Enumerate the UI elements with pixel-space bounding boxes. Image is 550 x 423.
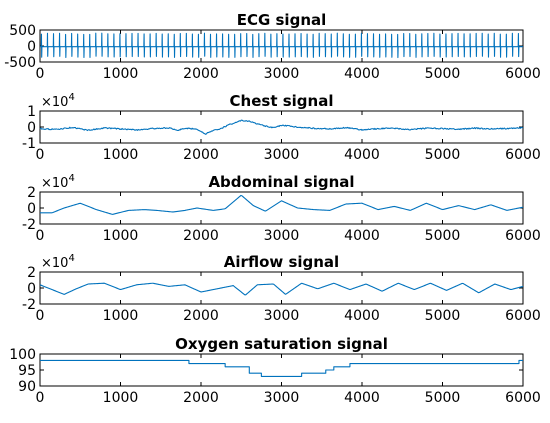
x-tick-label: 6000 xyxy=(505,66,541,82)
subplot-title: ECG signal xyxy=(237,11,327,29)
y-tick-label: 90 xyxy=(18,379,36,395)
y-tick-label: -2 xyxy=(22,217,36,233)
x-tick-label: 2000 xyxy=(183,147,219,163)
x-tick-label: 0 xyxy=(36,228,45,244)
y-tick-label: 2 xyxy=(27,265,36,281)
axis-exponent-label: ×104 xyxy=(41,173,75,191)
x-tick-label: 4000 xyxy=(344,66,380,82)
subplot-title: Chest signal xyxy=(230,92,334,110)
signal-series-line xyxy=(40,359,523,377)
axes-frame xyxy=(39,110,524,144)
signal-series-line xyxy=(40,32,523,59)
signal-series-line xyxy=(40,194,524,215)
x-tick-label: 1000 xyxy=(103,308,139,324)
x-tick-label: 0 xyxy=(36,308,45,324)
signal-series-line xyxy=(39,119,524,135)
x-tick-label: 6000 xyxy=(505,390,541,406)
y-tick-label: 0 xyxy=(27,120,36,136)
x-tick-label: 4000 xyxy=(344,147,380,163)
axes-frame xyxy=(39,353,524,387)
axes-frame xyxy=(39,29,524,63)
y-tick-label: 1 xyxy=(27,104,36,120)
x-tick-label: 3000 xyxy=(264,228,300,244)
x-tick-label: 5000 xyxy=(425,147,461,163)
axis-exponent-label: ×104 xyxy=(41,92,75,110)
x-tick-label: 0 xyxy=(36,390,45,406)
x-tick-label: 5000 xyxy=(425,390,461,406)
x-tick-label: 2000 xyxy=(183,390,219,406)
axis-exponent-label: ×104 xyxy=(41,253,75,271)
y-tick-label: 0 xyxy=(27,39,36,55)
x-tick-label: 2000 xyxy=(183,308,219,324)
x-tick-label: 4000 xyxy=(344,228,380,244)
signal-series-line xyxy=(39,282,524,296)
y-tick-label: -2 xyxy=(22,297,36,313)
x-tick-label: 2000 xyxy=(183,228,219,244)
x-tick-label: 1000 xyxy=(103,228,139,244)
x-tick-label: 2000 xyxy=(183,66,219,82)
y-tick-label: -1 xyxy=(22,136,36,152)
x-tick-label: 3000 xyxy=(264,66,300,82)
x-tick-label: 1000 xyxy=(103,147,139,163)
x-tick-label: 4000 xyxy=(344,308,380,324)
y-tick-label: 95 xyxy=(18,363,36,379)
x-tick-label: 4000 xyxy=(344,390,380,406)
subplot-title: Airflow signal xyxy=(224,253,339,271)
y-tick-label: -500 xyxy=(4,55,36,71)
x-tick-label: 3000 xyxy=(264,390,300,406)
x-tick-label: 0 xyxy=(36,66,45,82)
x-tick-label: 3000 xyxy=(264,147,300,163)
x-tick-label: 3000 xyxy=(264,308,300,324)
y-tick-label: 0 xyxy=(27,281,36,297)
x-tick-label: 6000 xyxy=(505,147,541,163)
x-tick-label: 6000 xyxy=(505,228,541,244)
y-tick-label: 2 xyxy=(27,185,36,201)
y-tick-label: 500 xyxy=(9,23,36,39)
x-tick-label: 5000 xyxy=(425,66,461,82)
y-tick-label: 0 xyxy=(27,201,36,217)
y-tick-label: 100 xyxy=(9,347,36,363)
subplot-title: Abdominal signal xyxy=(208,173,354,191)
x-tick-label: 1000 xyxy=(103,390,139,406)
x-tick-label: 5000 xyxy=(425,308,461,324)
x-tick-label: 6000 xyxy=(505,308,541,324)
x-tick-label: 0 xyxy=(36,147,45,163)
x-tick-label: 5000 xyxy=(425,228,461,244)
subplot-title: Oxygen saturation signal xyxy=(175,335,388,353)
x-tick-label: 1000 xyxy=(103,66,139,82)
